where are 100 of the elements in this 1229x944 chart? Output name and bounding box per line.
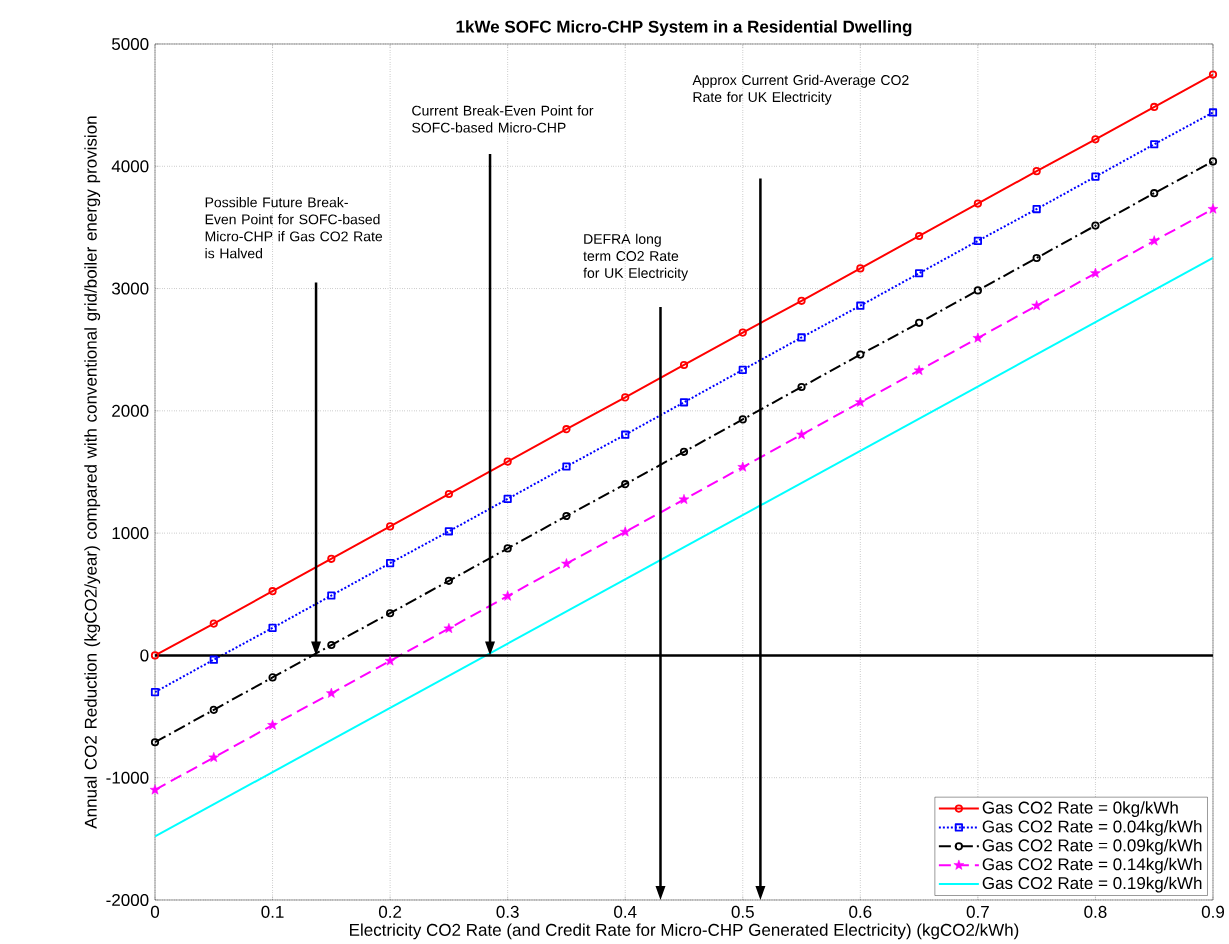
point: [1208, 108, 1218, 117]
point: [386, 522, 395, 531]
point: [502, 590, 513, 601]
point: [856, 350, 865, 359]
point: [561, 558, 572, 569]
point: [209, 619, 218, 628]
annotation: Approx Current Grid-Average CO2 Rate for UK Electricity: [692, 74, 909, 105]
point: [386, 609, 395, 618]
point: [737, 461, 749, 472]
point: [679, 447, 689, 456]
point: [1032, 253, 1041, 263]
y-tick-label: 1000: [112, 527, 149, 540]
point: [1091, 135, 1100, 144]
point: [738, 328, 747, 337]
point: [327, 591, 336, 600]
point: [797, 333, 806, 342]
point: [738, 365, 747, 374]
x-tick-label: 0.2: [378, 905, 402, 918]
point: [503, 544, 512, 553]
point: [1090, 267, 1101, 278]
point: [797, 296, 806, 305]
annotation: DEFRA long term CO2 Rate for UK Electricity: [583, 233, 689, 281]
point: [915, 231, 924, 241]
point: [562, 462, 571, 471]
point: [973, 199, 982, 208]
y-tick-label: 3000: [111, 282, 149, 295]
point: [503, 494, 512, 503]
point: [562, 425, 571, 434]
point: [913, 364, 925, 376]
point: [444, 576, 453, 585]
point: [856, 264, 865, 273]
y-tick-label: -2000: [106, 893, 149, 907]
point: [150, 688, 160, 697]
point: [1032, 167, 1041, 176]
point: [209, 655, 218, 664]
x-axis-title: Electricity CO2 Rate (and Credit Rate for Micro-CHP Generated Electricity) (kgCO2/kWh): [350, 923, 1019, 940]
point: [621, 430, 630, 439]
point: [268, 673, 277, 682]
point: [503, 457, 512, 466]
point: [1208, 157, 1218, 166]
point: [327, 640, 336, 650]
point: [621, 480, 630, 489]
annotation: Current Break-Even Point for SOFC-based Micro-CHP: [412, 105, 594, 133]
point: [386, 558, 395, 568]
legend-label: Gas CO2 Rate = 0.14kg/kWh: [982, 857, 1202, 874]
chart-title: 1kWe SOFC Micro-CHP System in a Residential Dwelling: [456, 20, 912, 37]
point: [267, 719, 278, 730]
point: [679, 360, 689, 370]
y-tick-label: 2000: [112, 404, 149, 417]
point: [915, 318, 924, 327]
annotation: Possible Future Break-Even Point for SOFC-based Micro-CHP if Gas CO2 Rate is Halved: [205, 197, 383, 259]
point: [679, 398, 689, 407]
legend-label: Gas CO2 Rate = 0.04kg/kWh: [982, 820, 1202, 836]
point: [1150, 140, 1159, 149]
point: [562, 511, 571, 521]
point: [209, 705, 218, 714]
point: [384, 655, 396, 666]
point: [796, 429, 807, 440]
point: [149, 784, 161, 795]
y-tick-label: 0: [140, 649, 149, 662]
point: [797, 382, 806, 392]
point: [444, 489, 453, 499]
point: [327, 554, 336, 563]
point: [621, 393, 630, 402]
legend-label: Gas CO2 Rate = 0kg/kWh: [982, 801, 1178, 818]
point: [150, 738, 160, 747]
point: [268, 587, 277, 596]
point: [973, 236, 982, 245]
x-tick-label: 0.6: [849, 905, 872, 918]
x-tick-label: 0.1: [261, 905, 284, 918]
point: [1150, 102, 1159, 112]
x-tick-label: 0.7: [966, 905, 989, 918]
point: [326, 687, 337, 698]
point: [1091, 221, 1100, 230]
x-tick-label: 0.4: [614, 905, 637, 918]
point: [855, 396, 866, 407]
point: [973, 286, 982, 295]
point: [1148, 235, 1160, 246]
point: [1031, 300, 1042, 311]
x-tick-label: 0.9: [1201, 905, 1225, 918]
point: [678, 493, 690, 505]
legend-label: Gas CO2 Rate = 0.19kg/kWh: [982, 876, 1202, 893]
y-tick-label: 4000: [111, 160, 149, 173]
point: [915, 269, 924, 278]
point: [1207, 203, 1219, 214]
y-tick-label: -1000: [106, 771, 149, 784]
point: [443, 622, 455, 634]
y-axis-title: Annual CO2 Reduction (kgCO2/year) compared with conventional grid/boiler energy provision: [84, 116, 101, 829]
point: [1032, 204, 1041, 214]
y-tick-label: 5000: [112, 37, 149, 51]
point: [619, 526, 631, 537]
point: [738, 415, 747, 424]
x-tick-label: 0: [150, 905, 160, 918]
point: [444, 527, 453, 536]
legend-label: Gas CO2 Rate = 0.09kg/kWh: [982, 838, 1202, 855]
x-tick-label: 0.5: [731, 905, 754, 918]
point: [268, 623, 277, 632]
point: [856, 301, 865, 310]
point: [1150, 189, 1159, 198]
point: [208, 751, 220, 763]
